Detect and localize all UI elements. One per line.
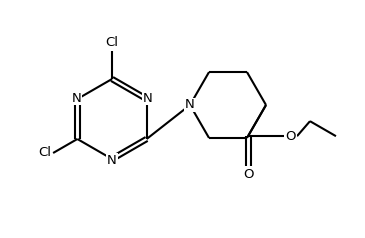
Text: N: N: [185, 99, 195, 111]
Text: N: N: [72, 91, 81, 104]
Text: Cl: Cl: [39, 147, 51, 159]
Text: N: N: [107, 154, 117, 167]
Text: N: N: [143, 91, 153, 104]
Text: O: O: [286, 130, 296, 143]
Text: Cl: Cl: [105, 36, 119, 50]
Text: O: O: [243, 168, 253, 181]
